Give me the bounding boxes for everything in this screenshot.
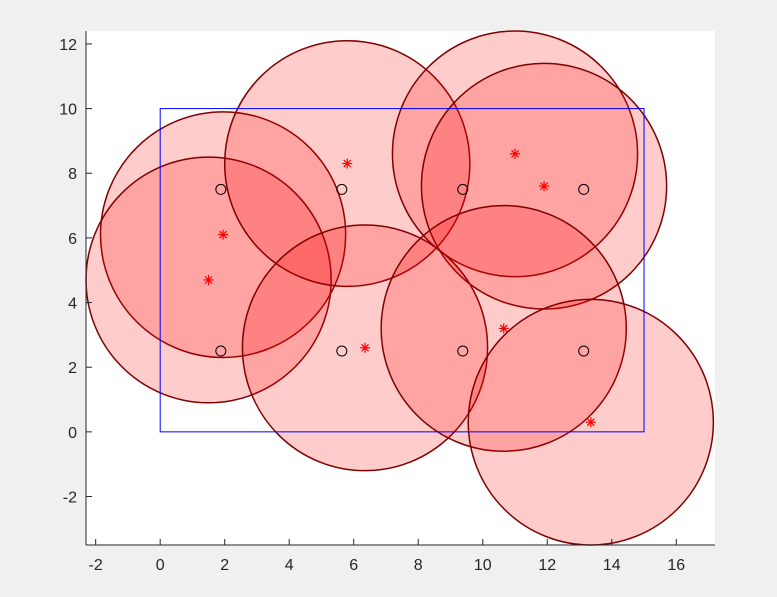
x-tick-label: 12 (538, 557, 556, 574)
center-star-1 (218, 229, 229, 240)
grid-point-3 (457, 183, 469, 195)
center-star-3 (342, 158, 353, 169)
grid-point-8 (578, 345, 590, 357)
y-tick-label: 4 (68, 296, 77, 313)
center-star-8 (585, 417, 596, 428)
x-tick-label: -2 (89, 557, 103, 574)
y-tick-label: 10 (59, 102, 77, 119)
center-star-4 (510, 148, 521, 159)
axes-layer: -2 0 2 4 6 8 10 12 14 16 -2 0 2 4 6 8 10 12 (59, 31, 715, 574)
y-tick-label: 12 (59, 37, 77, 54)
y-tick-label: 2 (68, 360, 77, 377)
x-tick-label: 16 (667, 557, 685, 574)
grid-point-1 (215, 183, 227, 195)
center-star-2 (203, 274, 214, 285)
grid-points-layer (215, 183, 590, 357)
x-tick-label: 4 (285, 557, 294, 574)
center-star-5 (539, 181, 550, 192)
grid-point-2 (336, 183, 348, 195)
x-tick-label: 14 (603, 557, 621, 574)
x-tick-label: 10 (474, 557, 492, 574)
x-tick-label: 2 (220, 557, 229, 574)
x-tick-label: 0 (156, 557, 165, 574)
x-tick-label: 8 (414, 557, 423, 574)
grid-point-7 (457, 345, 469, 357)
x-tick-label: 6 (349, 557, 358, 574)
stars-layer (203, 148, 596, 428)
y-tick-label: 8 (68, 166, 77, 183)
grid-point-5 (215, 345, 227, 357)
center-star-6 (360, 342, 371, 353)
grid-point-6 (336, 345, 348, 357)
y-tick-label: -2 (63, 490, 77, 507)
y-tick-label: 6 (68, 231, 77, 248)
grid-point-4 (578, 183, 590, 195)
y-tick-label: 0 (68, 425, 77, 442)
boundary-rectangle (159, 108, 645, 433)
center-star-7 (498, 323, 509, 334)
